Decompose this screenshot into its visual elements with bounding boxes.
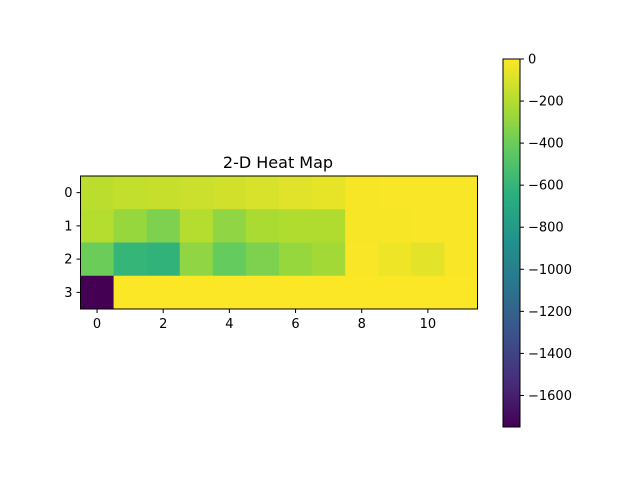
heatmap-cell <box>212 176 247 210</box>
x-tick-label: 2 <box>159 317 167 332</box>
heatmap-cell <box>146 242 181 277</box>
heatmap-cell <box>146 209 181 243</box>
y-axis: 0 1 2 3 <box>64 186 81 301</box>
heatmap-cell <box>444 242 478 277</box>
colorbar-tick-label: −600 <box>528 179 564 194</box>
heatmap-cell <box>179 176 214 210</box>
heatmap-cell <box>345 176 379 210</box>
colorbar-tick-label: −400 <box>528 137 564 152</box>
heatmap-cell <box>312 176 346 210</box>
heatmap-cell <box>345 242 379 277</box>
heatmap-cell <box>279 275 313 310</box>
x-tick-label: 0 <box>93 317 101 332</box>
colorbar-frame <box>502 58 521 428</box>
heatmap-cell <box>312 242 346 277</box>
heatmap-cell <box>245 209 280 243</box>
heatmap-cell <box>411 209 445 243</box>
y-tick-label: 1 <box>64 219 72 234</box>
colorbar-tick-label: 0 <box>528 53 536 68</box>
heatmap-cell <box>113 242 148 277</box>
heatmap-cell <box>444 209 478 243</box>
heatmap-cell <box>80 176 115 210</box>
heatmap-cell <box>245 176 280 210</box>
heatmap-cell <box>378 242 412 277</box>
heatmap-cell <box>146 176 181 210</box>
colorbar-tick-label: −200 <box>528 95 564 110</box>
heatmap-cell <box>212 209 247 243</box>
heatmap-frame <box>80 175 478 310</box>
heatmap-cell <box>312 275 346 310</box>
colorbar-tick-label: −1000 <box>528 263 572 278</box>
heatmap-cell <box>146 275 181 310</box>
colorbar-tick-label: −800 <box>528 221 564 236</box>
heatmap-cell <box>378 209 412 243</box>
x-tick-label: 6 <box>291 317 299 332</box>
x-tick-label: 4 <box>225 317 233 332</box>
chart-title: 2-D Heat Map <box>223 153 333 172</box>
x-tick-label: 10 <box>420 317 437 332</box>
heatmap-cell <box>113 275 148 310</box>
heatmap-cell <box>80 242 115 277</box>
heatmap-cell <box>345 209 379 243</box>
heatmap-cell <box>345 275 379 310</box>
heatmap-cell <box>279 242 313 277</box>
heatmap-cell <box>212 242 247 277</box>
heatmap-cell <box>378 275 412 310</box>
colorbar-tick-label: −1400 <box>528 347 572 362</box>
y-tick-label: 0 <box>64 186 72 201</box>
heatmap-cell <box>212 275 247 310</box>
colorbar-axis: 0 −200 −400 −600 −800 −1000 −1200 −1400 −1600 <box>520 53 572 404</box>
heatmap-cell <box>179 275 214 310</box>
heatmap-cell <box>245 242 280 277</box>
y-tick-label: 3 <box>64 286 72 301</box>
heatmap-cell <box>378 176 412 210</box>
heatmap-cell <box>80 275 115 310</box>
heatmap-cell <box>411 176 445 210</box>
y-tick-label: 2 <box>64 253 72 268</box>
heatmap-cell <box>179 209 214 243</box>
heatmap-cell <box>444 275 478 310</box>
heatmap-cell <box>411 275 445 310</box>
heatmap-cell <box>444 176 478 210</box>
heatmap-cell <box>113 209 148 243</box>
heatmap-cell <box>279 209 313 243</box>
x-tick-label: 8 <box>358 317 366 332</box>
colorbar-tick-label: −1600 <box>528 389 572 404</box>
heatmap-grid <box>80 176 478 310</box>
x-axis: 0 2 4 6 8 10 <box>93 309 436 332</box>
heatmap-cell <box>80 209 115 243</box>
colorbar-tick-label: −1200 <box>528 305 572 320</box>
heatmap-cell <box>245 275 280 310</box>
colorbar <box>503 59 520 427</box>
heatmap-cell <box>113 176 148 210</box>
heatmap-cell <box>411 242 445 277</box>
heatmap-cell <box>279 176 313 210</box>
heatmap-cell <box>179 242 214 277</box>
heatmap-cell <box>312 209 346 243</box>
